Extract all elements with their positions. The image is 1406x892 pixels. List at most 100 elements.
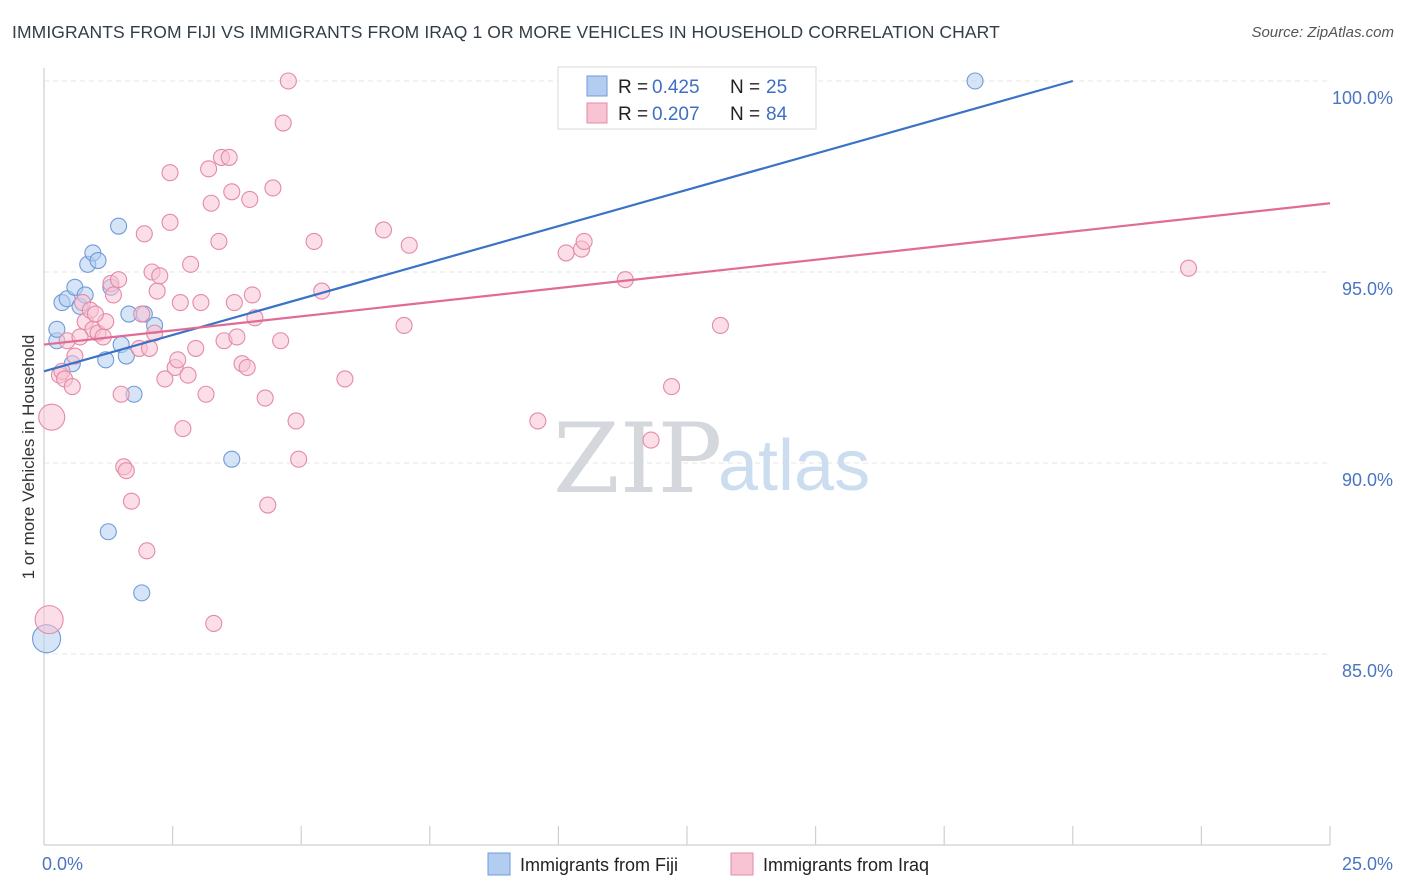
point-iraq	[374, 221, 393, 239]
point-iraq	[179, 366, 197, 384]
y-tick-label-100: 100.0%	[1332, 88, 1393, 108]
point-fiji	[966, 72, 984, 90]
point-iraq	[151, 267, 169, 285]
data-points	[32, 72, 1198, 654]
legend-n-label-iraq: N =	[730, 104, 760, 125]
point-iraq	[400, 236, 418, 254]
series-legend-label-iraq: Immigrants from Iraq	[763, 855, 929, 875]
stats-legend: R = 0.425 N = 25 R = 0.207 N = 84	[557, 66, 817, 130]
x-tick-label-25: 25.0%	[1342, 854, 1393, 874]
point-iraq	[197, 385, 215, 403]
point-iraq	[138, 542, 156, 560]
point-iraq	[274, 114, 292, 132]
point-iraq	[210, 232, 228, 250]
point-iraq	[1179, 259, 1198, 277]
point-iraq	[529, 412, 547, 430]
point-iraq	[205, 614, 223, 632]
point-iraq	[86, 305, 104, 323]
point-fiji	[223, 450, 241, 468]
series-legend: Immigrants from Fiji Immigrants from Ira…	[487, 852, 929, 876]
point-iraq	[148, 282, 166, 300]
legend-r-label-iraq: R =	[618, 104, 648, 125]
point-iraq	[228, 328, 246, 346]
point-iraq	[642, 431, 660, 449]
point-iraq	[171, 294, 189, 312]
point-iraq	[63, 378, 81, 396]
point-iraq	[238, 358, 256, 377]
point-iraq	[557, 244, 575, 262]
point-iraq	[174, 420, 192, 438]
legend-n-value-fiji: 25	[766, 77, 787, 98]
point-iraq	[305, 232, 323, 250]
point-iraq	[34, 605, 64, 635]
y-tick-labels: 100.0% 95.0% 90.0% 85.0%	[1332, 88, 1393, 681]
chart-title: IMMIGRANTS FROM FIJI VS IMMIGRANTS FROM …	[12, 22, 1000, 42]
point-iraq	[200, 160, 218, 178]
point-iraq	[110, 271, 128, 289]
legend-n-label-fiji: N =	[730, 77, 760, 98]
point-iraq	[182, 255, 200, 273]
point-iraq	[133, 305, 151, 323]
point-iraq	[220, 148, 238, 166]
legend-swatch-fiji	[586, 75, 608, 97]
point-fiji	[133, 584, 151, 602]
point-iraq	[225, 294, 243, 312]
x-tick-label-0: 0.0%	[42, 854, 83, 874]
point-iraq	[122, 492, 140, 510]
point-iraq	[187, 339, 205, 357]
point-iraq	[202, 194, 220, 212]
trend-line-fiji	[43, 79, 1074, 373]
watermark-zip: ZIP	[553, 403, 722, 515]
watermark: ZIP atlas	[553, 403, 870, 515]
point-iraq	[272, 332, 290, 350]
point-iraq	[395, 316, 413, 335]
point-fiji	[99, 523, 117, 541]
point-iraq	[192, 294, 210, 312]
point-iraq	[161, 164, 179, 182]
point-iraq	[256, 389, 274, 407]
y-tick-label-85: 85.0%	[1342, 661, 1393, 681]
source-credit: Source: ZipAtlas.com	[1251, 24, 1394, 41]
trend-lines	[43, 79, 1331, 373]
point-iraq	[287, 412, 305, 430]
point-iraq	[243, 286, 261, 304]
x-tick-labels: 0.0% 25.0%	[42, 854, 1393, 874]
point-iraq	[279, 72, 297, 90]
point-iraq	[336, 370, 354, 388]
watermark-atlas: atlas	[718, 426, 870, 506]
point-iraq	[259, 496, 277, 514]
point-iraq	[140, 339, 159, 357]
point-iraq	[264, 179, 282, 197]
legend-r-value-iraq: 0.207	[652, 104, 700, 125]
point-iraq	[575, 232, 593, 250]
legend-n-value-iraq: 84	[766, 104, 788, 125]
point-iraq	[241, 190, 259, 208]
point-fiji	[110, 217, 128, 235]
series-legend-swatch-iraq	[730, 852, 754, 876]
point-fiji	[89, 251, 107, 270]
point-iraq	[38, 403, 66, 431]
point-iraq	[223, 183, 241, 201]
point-iraq	[117, 462, 135, 480]
axes	[43, 68, 1331, 846]
point-fiji	[48, 320, 66, 338]
series-legend-swatch-fiji	[487, 852, 511, 876]
trend-line-iraq	[43, 202, 1331, 346]
point-iraq	[135, 225, 153, 243]
point-iraq	[663, 378, 681, 396]
legend-swatch-iraq	[586, 102, 608, 124]
point-iraq	[71, 328, 89, 346]
point-iraq	[156, 370, 174, 388]
point-iraq	[290, 450, 308, 468]
y-axis-title: 1 or more Vehicles in Household	[19, 335, 38, 580]
legend-r-label-fiji: R =	[618, 77, 648, 98]
legend-r-value-fiji: 0.425	[652, 77, 700, 98]
y-tick-label-90: 90.0%	[1342, 470, 1393, 490]
point-iraq	[161, 213, 179, 231]
point-iraq	[112, 385, 130, 403]
point-iraq	[104, 286, 122, 304]
series-legend-label-fiji: Immigrants from Fiji	[520, 855, 678, 875]
point-iraq	[169, 351, 187, 369]
y-tick-label-95: 95.0%	[1342, 279, 1393, 299]
